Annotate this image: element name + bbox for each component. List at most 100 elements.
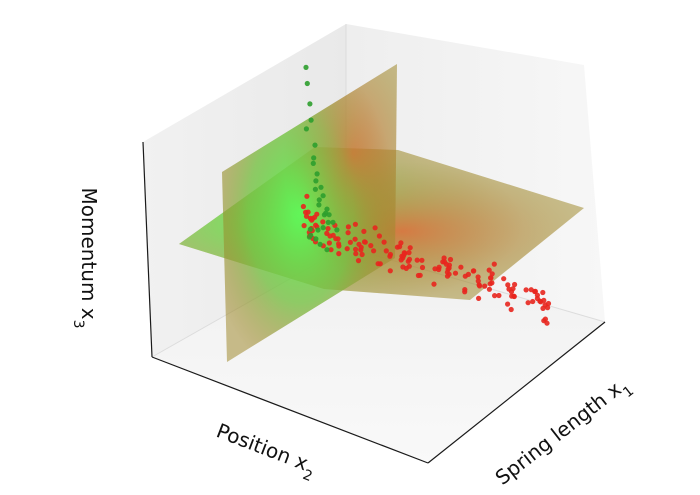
scatter-point-red (398, 257, 404, 263)
scatter-point-red (508, 289, 515, 295)
scatter-point-red (486, 286, 492, 292)
scatter-point-red (445, 266, 451, 272)
scatter-point-red (401, 250, 407, 256)
scatter-point-red (452, 270, 459, 276)
scatter-point-red (326, 240, 332, 246)
scatter-point-red (508, 306, 514, 313)
scatter-point-red (300, 203, 306, 210)
scatter-point-red (523, 287, 529, 293)
scatter-point-red (440, 259, 446, 265)
scatter-point-red (419, 257, 425, 263)
scatter-point-red (486, 267, 492, 273)
scatter-point-red (327, 233, 333, 239)
scatter-point-green (314, 171, 320, 177)
scatter-point-red (352, 221, 358, 227)
scatter-point-red (488, 275, 494, 281)
scatter-point-green (324, 247, 330, 253)
scatter-point-red (458, 264, 464, 270)
scatter-point-red (400, 264, 406, 270)
scatter-point-red (545, 305, 551, 311)
scatter-point-red (353, 246, 359, 252)
scatter-point-red (528, 287, 534, 293)
scatter-point-red (371, 248, 377, 254)
scatter-point-red (511, 281, 518, 288)
scatter-point-red (419, 264, 426, 271)
scatter-point-red (353, 251, 359, 257)
axis-line-x (427, 321, 606, 464)
scatter-point-red (359, 251, 365, 258)
scatter-point-red (312, 214, 318, 220)
scatter-point-red (476, 282, 482, 288)
scatter-point-red (303, 213, 310, 219)
scatter-point-green (303, 64, 309, 70)
scatter-point-red (307, 215, 313, 221)
scatter-point-red (347, 239, 353, 245)
scatter-point-red (444, 273, 451, 279)
scatter-point-green (318, 184, 324, 190)
scatter-point-red (501, 276, 507, 282)
scatter-point-red (375, 261, 381, 267)
y-axis-label-text: Position x (213, 418, 311, 475)
scatter-point-green (316, 197, 322, 203)
scatter-point-red (538, 299, 544, 305)
scatter-point-red (475, 274, 481, 280)
scatter-point-red (530, 298, 536, 305)
scatter-point-green (320, 225, 326, 231)
scatter-point-red (462, 289, 468, 295)
scatter-point-green (308, 117, 314, 123)
scatter-point-red (542, 316, 549, 322)
scatter-point-green (308, 232, 314, 238)
scatter-point-green (323, 210, 329, 216)
scatter-point-red (406, 256, 413, 262)
scatter-point-red (304, 193, 310, 199)
scatter-point-green (312, 186, 318, 192)
scatter-point-green (307, 226, 313, 232)
scatter-point-green (303, 126, 309, 132)
scatter-point-red (505, 301, 511, 307)
scatter-point-red (387, 253, 393, 259)
scatter-point-red (305, 209, 311, 215)
x-axis-label-sub: 1 (620, 383, 637, 401)
scatter-point-red (376, 233, 382, 239)
scatter-point-red (397, 244, 403, 250)
scatter-point-red (344, 246, 350, 252)
z-axis-label-sub: 3 (70, 320, 86, 329)
scatter-point-red (492, 293, 498, 299)
scatter-point-red (489, 271, 495, 277)
scatter-point-red (345, 224, 351, 230)
scatter-point-red (505, 282, 511, 288)
scatter-point-red (361, 228, 367, 234)
scatter-point-green (310, 160, 316, 166)
scatter-point-green (315, 227, 321, 233)
scatter-point-green (313, 236, 319, 242)
scatter-point-red (362, 239, 368, 245)
scatter-point-green (317, 241, 323, 247)
scatter-point-green (312, 142, 318, 148)
scatter-point-red (352, 236, 358, 242)
scatter-point-red (387, 268, 393, 274)
axis-line-y (151, 356, 429, 464)
scatter-point-red (431, 281, 437, 287)
scatter-point-red (532, 288, 539, 294)
scatter-point-green (307, 101, 313, 107)
scatter-point-red (525, 300, 531, 306)
scatter-point-red (544, 320, 550, 326)
scatter-point-red (509, 293, 515, 299)
y-axis-label: Position x2 (211, 418, 320, 485)
scatter-point-red (336, 241, 342, 247)
axis-line-z (142, 141, 153, 358)
scatter-point-green (313, 178, 319, 184)
z-axis-label-text: Momentum x (77, 187, 101, 319)
scatter-point-red (381, 239, 387, 245)
scatter-point-red (368, 243, 374, 249)
scatter-point-green (325, 219, 331, 225)
scatter-point-red (462, 273, 468, 279)
scatter-point-red (355, 258, 362, 264)
scatter-point-red (540, 289, 546, 296)
scatter-point-red (345, 230, 351, 236)
scatter-point-red (436, 266, 442, 273)
scatter-point-red (476, 295, 482, 301)
scatter-point-red (301, 223, 307, 229)
scatter-point-green (320, 193, 326, 199)
